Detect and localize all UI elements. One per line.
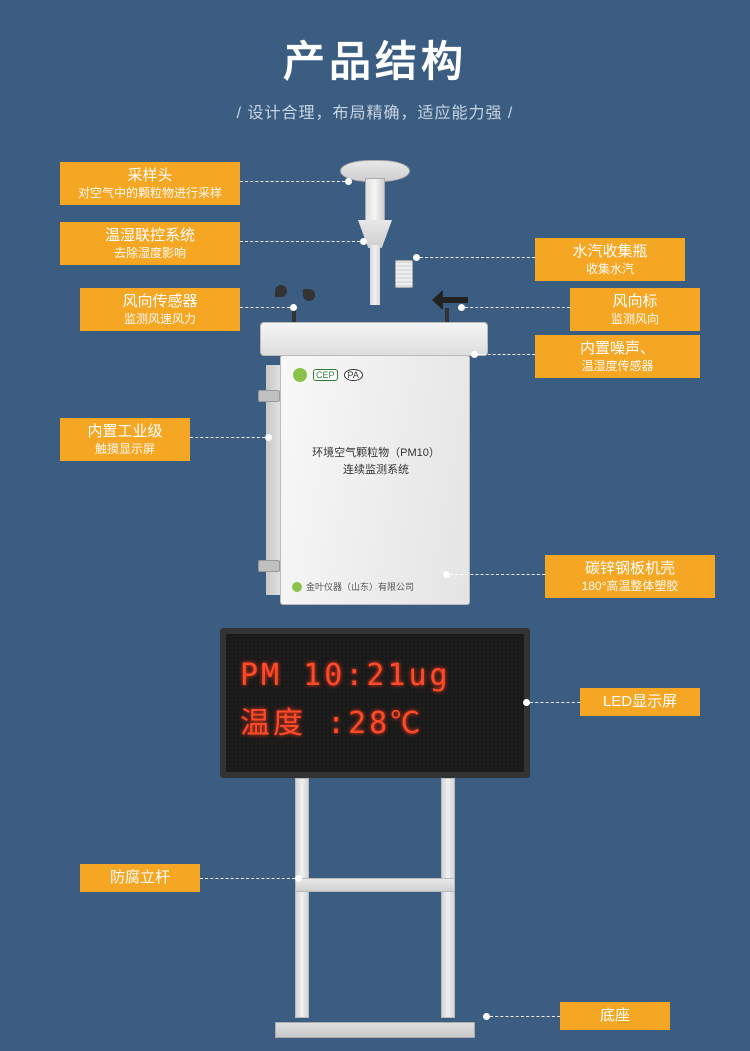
callout-led: LED显示屏 bbox=[580, 688, 700, 716]
led-line2: 温度 :28℃ bbox=[240, 700, 510, 748]
callout-main: 防腐立杆 bbox=[92, 868, 188, 888]
callout-touchscreen: 内置工业级触摸显示屏 bbox=[60, 418, 190, 461]
callout-wind_sensor: 风向传感器监测风速风力 bbox=[80, 288, 240, 331]
callout-sub: 180°高温整体塑胶 bbox=[557, 579, 703, 595]
leader-line bbox=[420, 257, 535, 258]
page-subtitle: / 设计合理，布局精确，适应能力强 / bbox=[0, 99, 750, 123]
cabinet-footer: 金叶仪器（山东）有限公司 bbox=[292, 580, 414, 593]
leader-line bbox=[490, 1016, 560, 1017]
leaf-icon bbox=[293, 368, 307, 382]
stand-leg bbox=[295, 778, 309, 1018]
leader-dot bbox=[295, 875, 302, 882]
water-bottle bbox=[395, 260, 413, 288]
header: 产品结构 / 设计合理，布局精确，适应能力强 / bbox=[0, 0, 750, 123]
led-line1: PM 10:21ug bbox=[240, 652, 510, 700]
leader-dot bbox=[443, 571, 450, 578]
leaf-icon bbox=[292, 582, 302, 592]
callout-sub: 去除湿度影响 bbox=[72, 246, 228, 262]
callout-main: 温湿联控系统 bbox=[72, 226, 228, 246]
cabinet-footer-text: 金叶仪器（山东）有限公司 bbox=[306, 580, 414, 593]
callout-base: 底座 bbox=[560, 1002, 670, 1030]
hinge-icon bbox=[258, 560, 280, 572]
sampler-pipe bbox=[370, 245, 380, 305]
callout-main: 内置噪声、 bbox=[547, 339, 688, 359]
callout-sub: 监测风向 bbox=[582, 312, 688, 328]
callout-sub: 监测风速风力 bbox=[92, 312, 228, 328]
leader-dot bbox=[523, 699, 530, 706]
leader-dot bbox=[345, 178, 352, 185]
leader-line bbox=[530, 702, 580, 703]
leader-line bbox=[200, 878, 295, 879]
callout-sub: 对空气中的颗粒物进行采样 bbox=[72, 186, 228, 202]
callout-sub: 温湿度传感器 bbox=[547, 359, 688, 375]
leader-line bbox=[240, 307, 290, 308]
leader-dot bbox=[483, 1013, 490, 1020]
leader-line bbox=[240, 241, 360, 242]
cep-badge: CEP bbox=[313, 369, 338, 381]
cabinet-label-line1: 环境空气颗粒物（PM10） bbox=[312, 445, 440, 462]
leader-dot bbox=[413, 254, 420, 261]
page-title: 产品结构 bbox=[0, 28, 750, 89]
leader-dot bbox=[458, 304, 465, 311]
leader-line bbox=[465, 307, 570, 308]
device-topbox bbox=[260, 322, 488, 356]
callout-main: 内置工业级 bbox=[72, 422, 178, 442]
callout-sub: 收集水汽 bbox=[547, 262, 673, 278]
hinge-icon bbox=[258, 390, 280, 402]
leader-dot bbox=[360, 238, 367, 245]
callout-main: 采样头 bbox=[72, 166, 228, 186]
callout-water_bottle: 水汽收集瓶收集水汽 bbox=[535, 238, 685, 281]
callout-pole: 防腐立杆 bbox=[80, 864, 200, 892]
leader-dot bbox=[471, 351, 478, 358]
device-illustration: CEP PA 环境空气颗粒物（PM10） 连续监测系统 金叶仪器（山东）有限公司… bbox=[220, 160, 530, 1040]
leader-dot bbox=[290, 304, 297, 311]
cabinet-label-line2: 连续监测系统 bbox=[312, 462, 440, 479]
callout-main: 风向传感器 bbox=[92, 292, 228, 312]
stand-leg bbox=[441, 778, 455, 1018]
callout-temp_sys: 温湿联控系统去除湿度影响 bbox=[60, 222, 240, 265]
callout-main: 底座 bbox=[572, 1006, 658, 1026]
leader-line bbox=[478, 354, 535, 355]
leader-dot bbox=[265, 434, 272, 441]
leader-line bbox=[190, 437, 265, 438]
callout-sub: 触摸显示屏 bbox=[72, 442, 178, 458]
callout-noise_sensor: 内置噪声、温湿度传感器 bbox=[535, 335, 700, 378]
callout-shell: 碳锌钢板机壳180°高温整体塑胶 bbox=[545, 555, 715, 598]
callout-main: LED显示屏 bbox=[592, 692, 688, 712]
stand-base bbox=[275, 1022, 475, 1038]
stand bbox=[275, 778, 475, 1038]
callout-main: 水汽收集瓶 bbox=[547, 242, 673, 262]
pa-badge: PA bbox=[344, 369, 363, 381]
callout-main: 碳锌钢板机壳 bbox=[557, 559, 703, 579]
callout-wind_vane: 风向标监测风向 bbox=[570, 288, 700, 331]
leader-line bbox=[240, 181, 345, 182]
stand-cross bbox=[295, 878, 455, 892]
cabinet-logos: CEP PA bbox=[293, 368, 363, 382]
callout-main: 风向标 bbox=[582, 292, 688, 312]
led-panel: PM 10:21ug 温度 :28℃ bbox=[220, 628, 530, 778]
callout-sampler: 采样头对空气中的颗粒物进行采样 bbox=[60, 162, 240, 205]
cabinet-label: 环境空气颗粒物（PM10） 连续监测系统 bbox=[312, 445, 440, 478]
leader-line bbox=[450, 574, 545, 575]
cabinet: CEP PA bbox=[280, 355, 470, 605]
